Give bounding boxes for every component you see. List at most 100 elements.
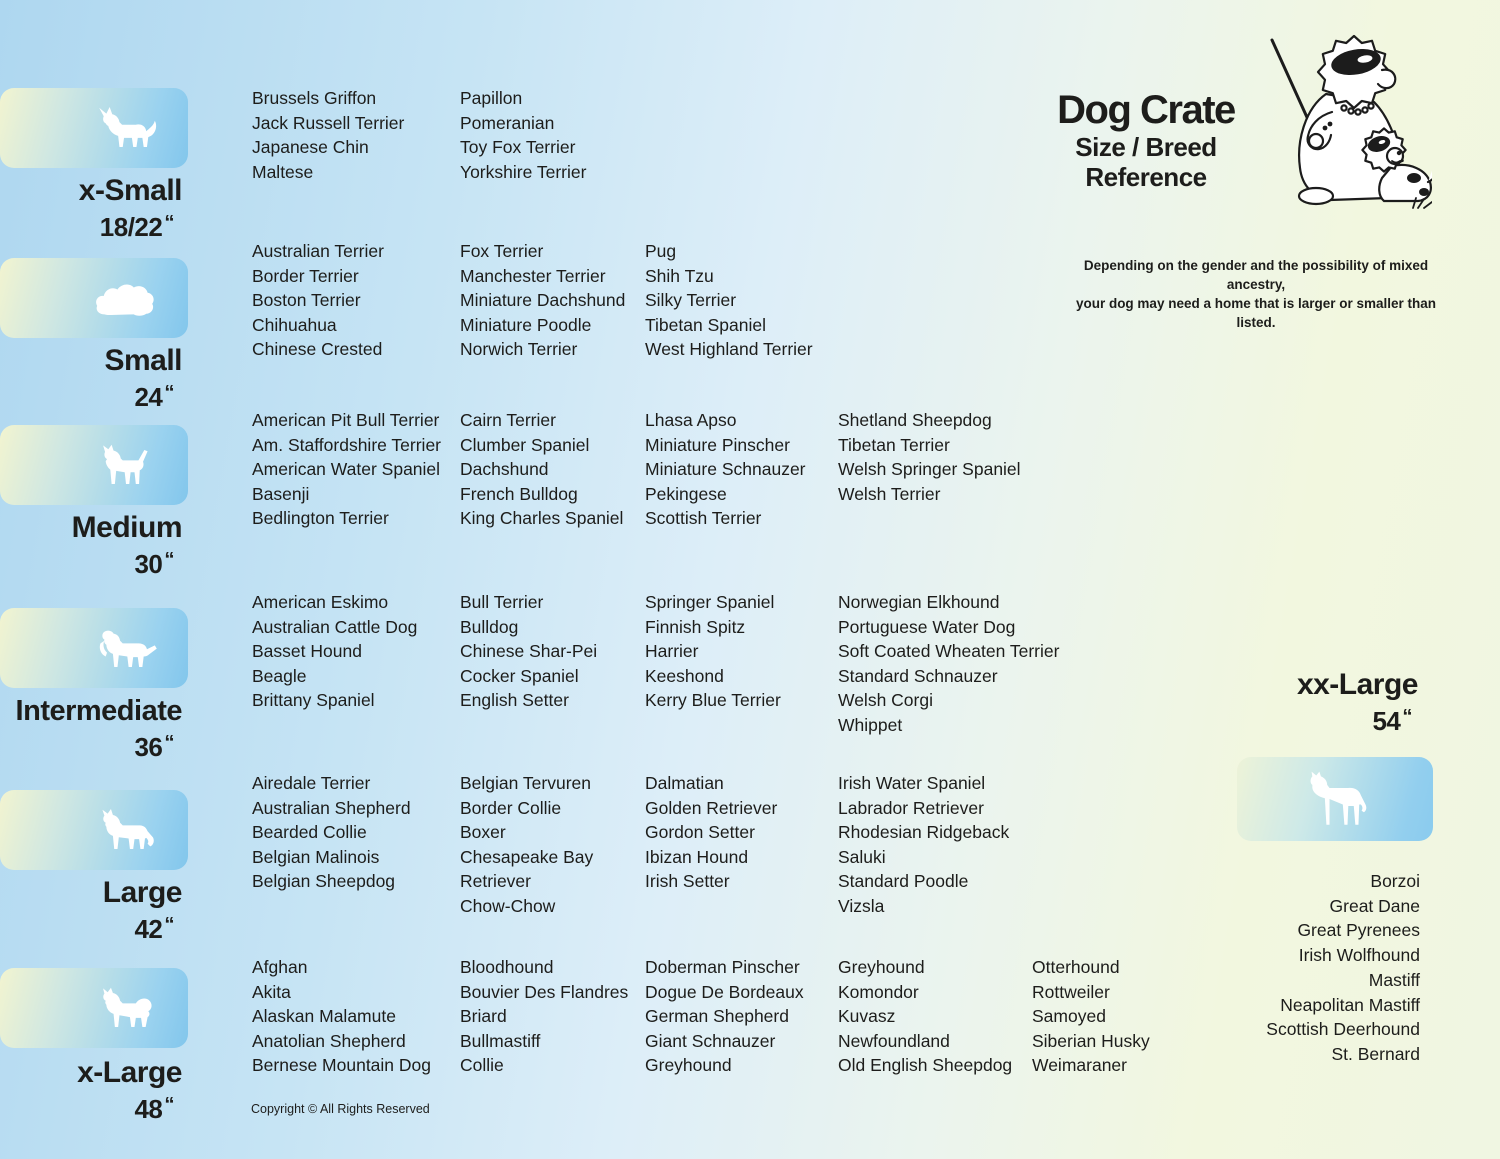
breed-item: Komondor [838, 981, 919, 1002]
breed-item: Golden Retriever [645, 797, 778, 818]
breed-item: Silky Terrier [645, 290, 737, 311]
breed-item: Samoyed [1032, 1006, 1106, 1027]
breed-group-xx-large: Borzoi Great Dane Great Pyrenees Irish Wolf… [1120, 869, 1420, 1067]
breed-item: Belgian Malinois [252, 846, 380, 867]
breed-item: Bearded Collie [252, 822, 367, 843]
breed-item: Irish Water Spaniel [838, 773, 986, 793]
breed-item: Dachshund [460, 459, 549, 480]
breed-item: Chinese Shar-Pei [460, 641, 598, 662]
breed-column: Fox Terrier Manchester Terrier Miniature D… [460, 239, 642, 362]
breed-item: Saluki [838, 846, 886, 867]
breed-item: Shetland Sheepdog [838, 410, 992, 430]
size-inches: 36“ [134, 732, 174, 763]
size-inches: 42“ [134, 914, 174, 945]
breed-item: Japanese Chin [252, 137, 369, 158]
breed-item: American Water Spaniel [252, 459, 441, 480]
breed-item: Chow-Chow [460, 895, 556, 916]
breed-item: Scottish Deerhound [1266, 1019, 1420, 1040]
shih-tzu-dog-icon [96, 284, 154, 316]
breed-item: Irish Wolfhound [1298, 945, 1420, 966]
breed-item: Beagle [252, 665, 307, 686]
title-block: Dog Crate Size / Breed Reference [1040, 88, 1252, 192]
breed-item: Norwich Terrier [460, 339, 578, 360]
breed-item: Anatolian Shepherd [252, 1030, 406, 1051]
breed-item: Miniature Schnauzer [645, 459, 806, 480]
size-inches: 18/22“ [99, 212, 175, 243]
breed-column: Cairn Terrier Clumber Spaniel Dachshund Fre… [460, 408, 642, 531]
breed-item: Labrador Retriever [838, 797, 984, 818]
breed-column: Pug Shih Tzu Silky Terrier Tibetan Spaniel W… [645, 239, 843, 362]
disclaimer-line1: Depending on the gender and the possibil… [1083, 258, 1429, 292]
breed-column: Norwegian Elkhound Portuguese Water Dog So… [838, 590, 1066, 738]
inch-mark: “ [164, 549, 174, 571]
breed-item: Pug [645, 241, 677, 261]
inch-mark: “ [164, 914, 174, 936]
breed-item: Manchester Terrier [460, 265, 606, 286]
breed-item: Kerry Blue Terrier [645, 690, 781, 711]
breed-item: Chinese Crested [252, 339, 383, 360]
size-name: xx-Large [1296, 668, 1419, 701]
breed-item: Irish Setter [645, 871, 730, 892]
breed-item: Toy Fox Terrier [460, 137, 576, 158]
size-label-xx-large: xx-Large 54“ [1200, 668, 1419, 737]
breed-item: Shih Tzu [645, 265, 714, 286]
breed-item: American Pit Bull Terrier [252, 410, 440, 430]
breed-item: Scottish Terrier [645, 508, 762, 529]
breed-column: Doberman Pinscher Dogue De Bordeaux German… [645, 955, 843, 1078]
breed-item: Doberman Pinscher [645, 957, 800, 977]
breed-item: Bulldog [460, 616, 519, 637]
breed-column: Afghan Akita Alaskan Malamute Anatolian She… [252, 955, 457, 1078]
breed-item: Welsh Springer Spaniel [838, 459, 1021, 480]
size-badge-small [0, 258, 188, 338]
breed-item: Bullmastiff [460, 1030, 541, 1051]
sheepdog-and-puppy-illustration [1270, 34, 1432, 209]
breed-column: American Eskimo Australian Cattle Dog Bass… [252, 590, 457, 713]
breed-item: French Bulldog [460, 483, 578, 504]
breed-item: Weimaraner [1032, 1055, 1127, 1076]
breed-item: Springer Spaniel [645, 592, 775, 612]
size-name: x-Small [78, 174, 183, 207]
breed-item: Brussels Griffon [252, 88, 377, 108]
size-label-medium: Medium 30“ [0, 511, 183, 580]
breed-item: Harrier [645, 641, 699, 662]
breed-item: King Charles Spaniel [460, 508, 624, 529]
breed-column: Bull Terrier Bulldog Chinese Shar-Pei Cocke… [460, 590, 642, 713]
breed-item: Alaskan Malamute [252, 1006, 396, 1027]
breed-item: Cairn Terrier [460, 410, 556, 430]
size-badge-xx-large [1237, 757, 1433, 841]
size-inches: 24“ [134, 382, 174, 413]
breed-item: Australian Cattle Dog [252, 616, 418, 637]
breed-item: Standard Poodle [838, 871, 969, 892]
breed-item: Greyhound [645, 1055, 732, 1076]
breed-item: Papillon [460, 88, 523, 108]
page-title: Dog Crate [1057, 88, 1236, 132]
breed-item: Tibetan Terrier [838, 434, 950, 455]
papillon-dog-icon [99, 107, 157, 147]
size-badge-x-large [0, 968, 188, 1048]
breed-item: Newfoundland [838, 1030, 950, 1051]
breed-item: Standard Schnauzer [838, 665, 998, 686]
breed-column: Australian Terrier Border Terrier Boston T… [252, 239, 457, 362]
breed-item: Collie [460, 1055, 504, 1076]
size-inches: 54“ [1372, 706, 1412, 737]
breed-item: Jack Russell Terrier [252, 112, 405, 133]
breed-item: Akita [252, 981, 291, 1002]
breed-item: Australian Shepherd [252, 797, 411, 818]
breed-item: Australian Terrier [252, 241, 384, 261]
shepherd-dog-icon [102, 809, 154, 849]
breed-item: Giant Schnauzer [645, 1030, 776, 1051]
breed-item: Bloodhound [460, 957, 554, 977]
page-subtitle-line2: Reference [1085, 162, 1207, 192]
size-badge-intermediate [0, 608, 188, 688]
akita-dog-icon [103, 987, 152, 1027]
inch-mark: “ [164, 382, 174, 404]
breed-column: Brussels Griffon Jack Russell Terrier Japa… [252, 86, 457, 184]
size-name: Intermediate [15, 695, 183, 727]
breed-item: Tibetan Spaniel [645, 314, 766, 335]
breed-item: Ibizan Hound [645, 846, 749, 867]
size-name: Small [104, 344, 182, 377]
breed-item: Fox Terrier [460, 241, 544, 261]
breed-item: Clumber Spaniel [460, 434, 590, 455]
size-badge-x-small [0, 88, 188, 168]
